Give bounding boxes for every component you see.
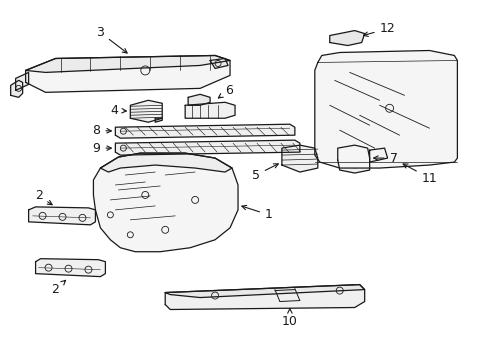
Polygon shape bbox=[16, 72, 29, 90]
Text: 2: 2 bbox=[35, 189, 52, 205]
Polygon shape bbox=[25, 55, 229, 72]
Text: 10: 10 bbox=[282, 309, 297, 328]
Text: 6: 6 bbox=[218, 84, 232, 98]
Polygon shape bbox=[369, 148, 387, 162]
Polygon shape bbox=[29, 207, 95, 225]
Text: 7: 7 bbox=[373, 152, 397, 165]
Polygon shape bbox=[36, 259, 105, 276]
Polygon shape bbox=[337, 145, 369, 173]
Text: 11: 11 bbox=[402, 164, 436, 185]
Polygon shape bbox=[188, 94, 210, 105]
Text: 12: 12 bbox=[363, 22, 395, 36]
Polygon shape bbox=[165, 285, 364, 298]
Polygon shape bbox=[155, 118, 162, 122]
Polygon shape bbox=[281, 145, 317, 172]
Text: 5: 5 bbox=[251, 164, 278, 181]
Polygon shape bbox=[25, 55, 229, 92]
Polygon shape bbox=[11, 80, 22, 97]
Text: 9: 9 bbox=[92, 141, 111, 155]
Polygon shape bbox=[115, 124, 294, 138]
Polygon shape bbox=[130, 100, 162, 122]
Text: 2: 2 bbox=[52, 280, 65, 296]
Text: 4: 4 bbox=[110, 104, 126, 117]
Text: 3: 3 bbox=[96, 26, 127, 53]
Polygon shape bbox=[314, 50, 456, 168]
Text: 8: 8 bbox=[92, 124, 111, 137]
Polygon shape bbox=[93, 153, 238, 252]
Polygon shape bbox=[329, 31, 364, 45]
Polygon shape bbox=[185, 102, 235, 118]
Polygon shape bbox=[100, 153, 232, 172]
Polygon shape bbox=[115, 140, 299, 155]
Polygon shape bbox=[210, 58, 227, 68]
Text: 1: 1 bbox=[242, 206, 272, 221]
Polygon shape bbox=[165, 285, 364, 310]
